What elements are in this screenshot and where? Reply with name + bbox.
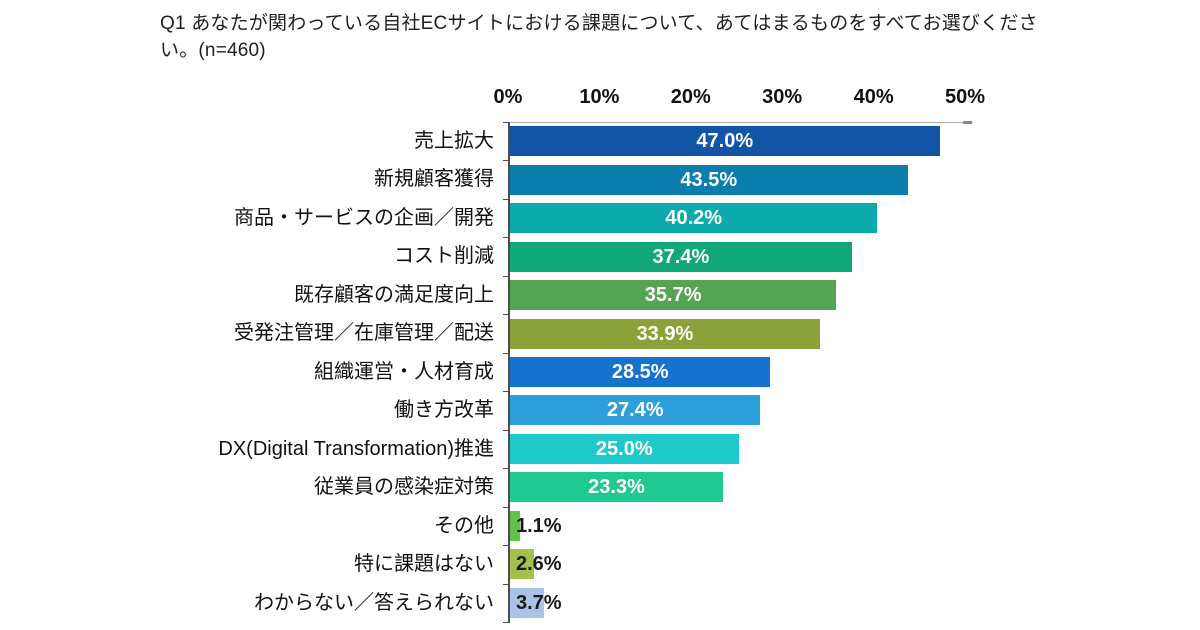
value-label: 40.2% <box>665 207 723 230</box>
value-label: 28.5% <box>611 361 669 383</box>
category-label: 受発注管理／在庫管理／配送 <box>234 322 494 345</box>
bar <box>510 203 878 234</box>
value-label: 37.4% <box>652 245 710 268</box>
category-label: 新規顧客獲得 <box>374 168 494 191</box>
y-axis-tick <box>503 468 510 470</box>
category-label: わからない／答えられない <box>254 591 494 614</box>
category-label: コスト削減 <box>394 245 494 268</box>
bar <box>510 587 544 618</box>
y-axis-tick <box>503 198 510 200</box>
bar <box>510 510 521 541</box>
category-label: 組織運営・人材育成 <box>314 360 494 383</box>
y-axis-tick <box>503 122 510 123</box>
bar <box>510 241 852 272</box>
bar <box>510 280 837 311</box>
y-axis-tick <box>503 622 510 623</box>
category-label: 特に課題はない <box>354 553 494 576</box>
x-axis-tick-label: 20% <box>670 86 711 108</box>
bar <box>510 318 820 349</box>
bar <box>510 164 908 195</box>
value-label: 43.5% <box>680 168 738 191</box>
category-label: 売上拡大 <box>414 130 494 152</box>
bar <box>510 433 739 464</box>
x-axis-tick-label: 50% <box>944 86 986 108</box>
x-axis-tick-label: 40% <box>853 86 894 108</box>
bar <box>510 126 940 157</box>
y-axis-line <box>508 122 510 622</box>
category-label: 従業員の感染症対策 <box>314 476 494 499</box>
y-axis-tick <box>503 314 510 316</box>
x-axis-end <box>963 121 972 124</box>
category-label: 既存顧客の満足度向上 <box>294 283 494 306</box>
x-axis-line <box>508 122 973 123</box>
category-label: その他 <box>434 514 494 537</box>
y-axis-tick <box>503 545 510 547</box>
value-label: 47.0% <box>696 130 754 153</box>
chart-title: Q1 あなたが関わっている自社ECサイトにおける課題について、あてはまるものをす… <box>160 13 1038 61</box>
y-axis-tick <box>503 352 510 354</box>
value-label: 25.0% <box>595 437 653 460</box>
value-label: 27.4% <box>606 399 664 422</box>
y-axis-tick <box>503 237 510 239</box>
y-axis-tick <box>503 275 510 277</box>
bar <box>510 395 761 426</box>
bar <box>510 357 771 387</box>
x-axis-tick-label: 10% <box>579 86 620 108</box>
value-label: 2.6% <box>516 553 562 576</box>
x-axis-tick-label: 30% <box>762 86 803 108</box>
value-label: 3.7% <box>516 591 562 614</box>
y-axis-tick <box>503 160 510 162</box>
category-label: DX(Digital Transformation)推進 <box>218 437 494 460</box>
value-label: 23.3% <box>588 476 645 499</box>
category-label: 商品・サービスの企画／開発 <box>234 206 494 229</box>
y-axis-tick <box>503 429 510 431</box>
y-axis-tick <box>503 506 510 508</box>
y-axis-tick <box>503 583 510 585</box>
bar <box>510 472 723 503</box>
value-label: 35.7% <box>644 284 702 307</box>
value-label: 1.1% <box>516 514 562 537</box>
x-axis-tick-label: 0% <box>493 86 523 108</box>
value-label: 33.9% <box>636 322 694 345</box>
bar <box>510 549 534 580</box>
category-label: 働き方改革 <box>394 399 494 422</box>
y-axis-tick <box>503 391 510 393</box>
